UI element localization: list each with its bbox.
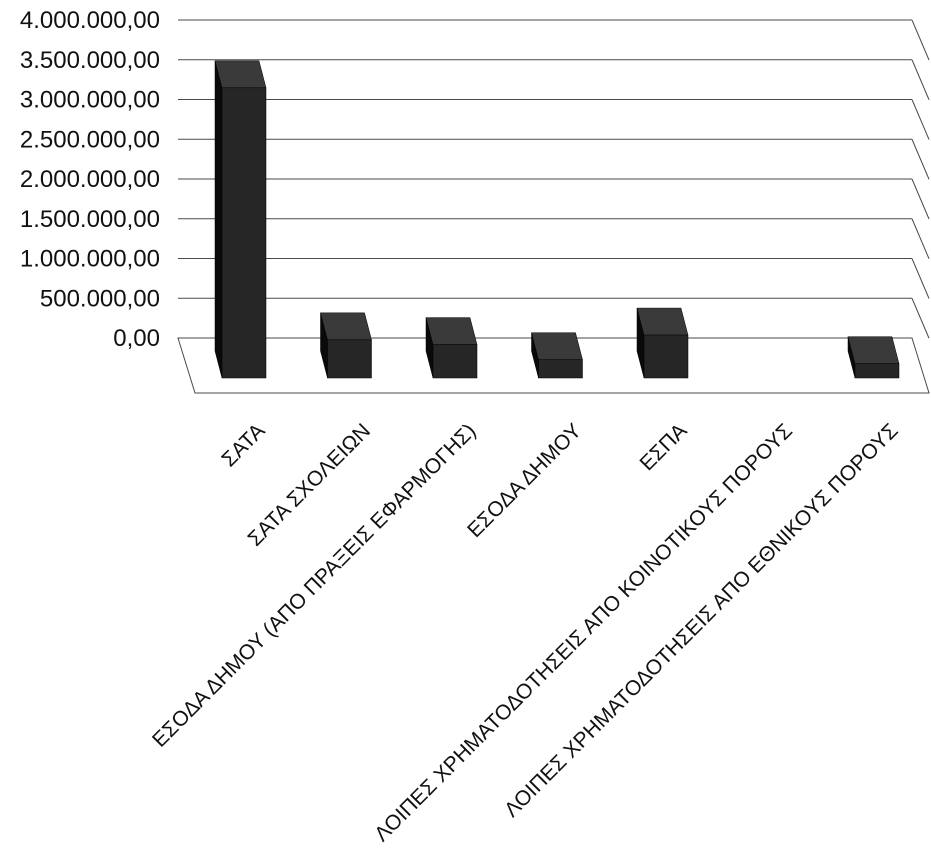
y-tick-label: 1.000.000,00 (20, 246, 160, 273)
bar-top-face (531, 332, 583, 360)
bar-3 (425, 317, 478, 379)
bar-front-face (854, 363, 900, 379)
bar-1 (214, 60, 267, 379)
y-tick-label: 4.000.000,00 (20, 7, 160, 34)
bar-7 (847, 336, 900, 379)
bar-front-face (538, 359, 583, 379)
y-tick-label: 3.000.000,00 (20, 87, 160, 114)
side-wall-gridline (911, 99, 930, 140)
bar-front-face (327, 339, 372, 379)
y-tick-label: 1.500.000,00 (20, 206, 160, 233)
category-label: ΛΟΙΠΕΣ ΧΡΗΜΑΤΟΔΟΤΗΣΕΙΣ ΑΠΟ ΚΟΙΝΟΤΙΚΟΥΣ Π… (370, 419, 797, 846)
bar-5 (636, 307, 689, 379)
bar-top-face (636, 307, 689, 336)
y-tick-label: 3.500.000,00 (20, 47, 160, 74)
bar-front-face (221, 87, 267, 379)
side-wall-gridline (911, 258, 930, 299)
y-tick-label: 2.500.000,00 (20, 126, 160, 153)
bar-top-face (425, 317, 478, 345)
bar-2 (320, 312, 372, 379)
category-label: ΕΣΟΔΑ ΔΗΜΟΥ (463, 419, 586, 542)
category-label: ΣΑΤΑ (217, 419, 269, 471)
y-tick-label: 500.000,00 (40, 285, 160, 312)
bar-top-face (214, 60, 267, 89)
category-label: ΛΟΙΠΕΣ ΧΡΗΜΑΤΟΔΟΤΗΣΕΙΣ ΑΠΟ ΕΘΝΙΚΟΥΣ ΠΟΡΟ… (500, 419, 903, 822)
side-wall-gridline (911, 178, 930, 220)
category-label: ΕΣΠΑ (636, 419, 692, 475)
bar-top-face (320, 312, 372, 341)
side-wall-gridline (911, 218, 930, 259)
y-tick-label: 0,00 (113, 325, 160, 352)
bar-front-face (643, 334, 689, 379)
y-axis-labels: 0,00 500.000,00 1.000.000,00 1.500.000,00 2.… (20, 7, 160, 352)
y-tick-label: 2.000.000,00 (20, 166, 160, 193)
bar-top-face (847, 336, 900, 364)
bars (214, 60, 900, 379)
bar-side-face (214, 60, 223, 379)
side-wall-gridline (911, 139, 930, 180)
bar-4 (531, 332, 583, 379)
bar-front-face (432, 344, 478, 379)
side-wall-gridline (911, 59, 930, 100)
side-wall-gridline (911, 298, 930, 339)
side-wall-gridline (911, 19, 930, 61)
gridlines (178, 19, 930, 339)
